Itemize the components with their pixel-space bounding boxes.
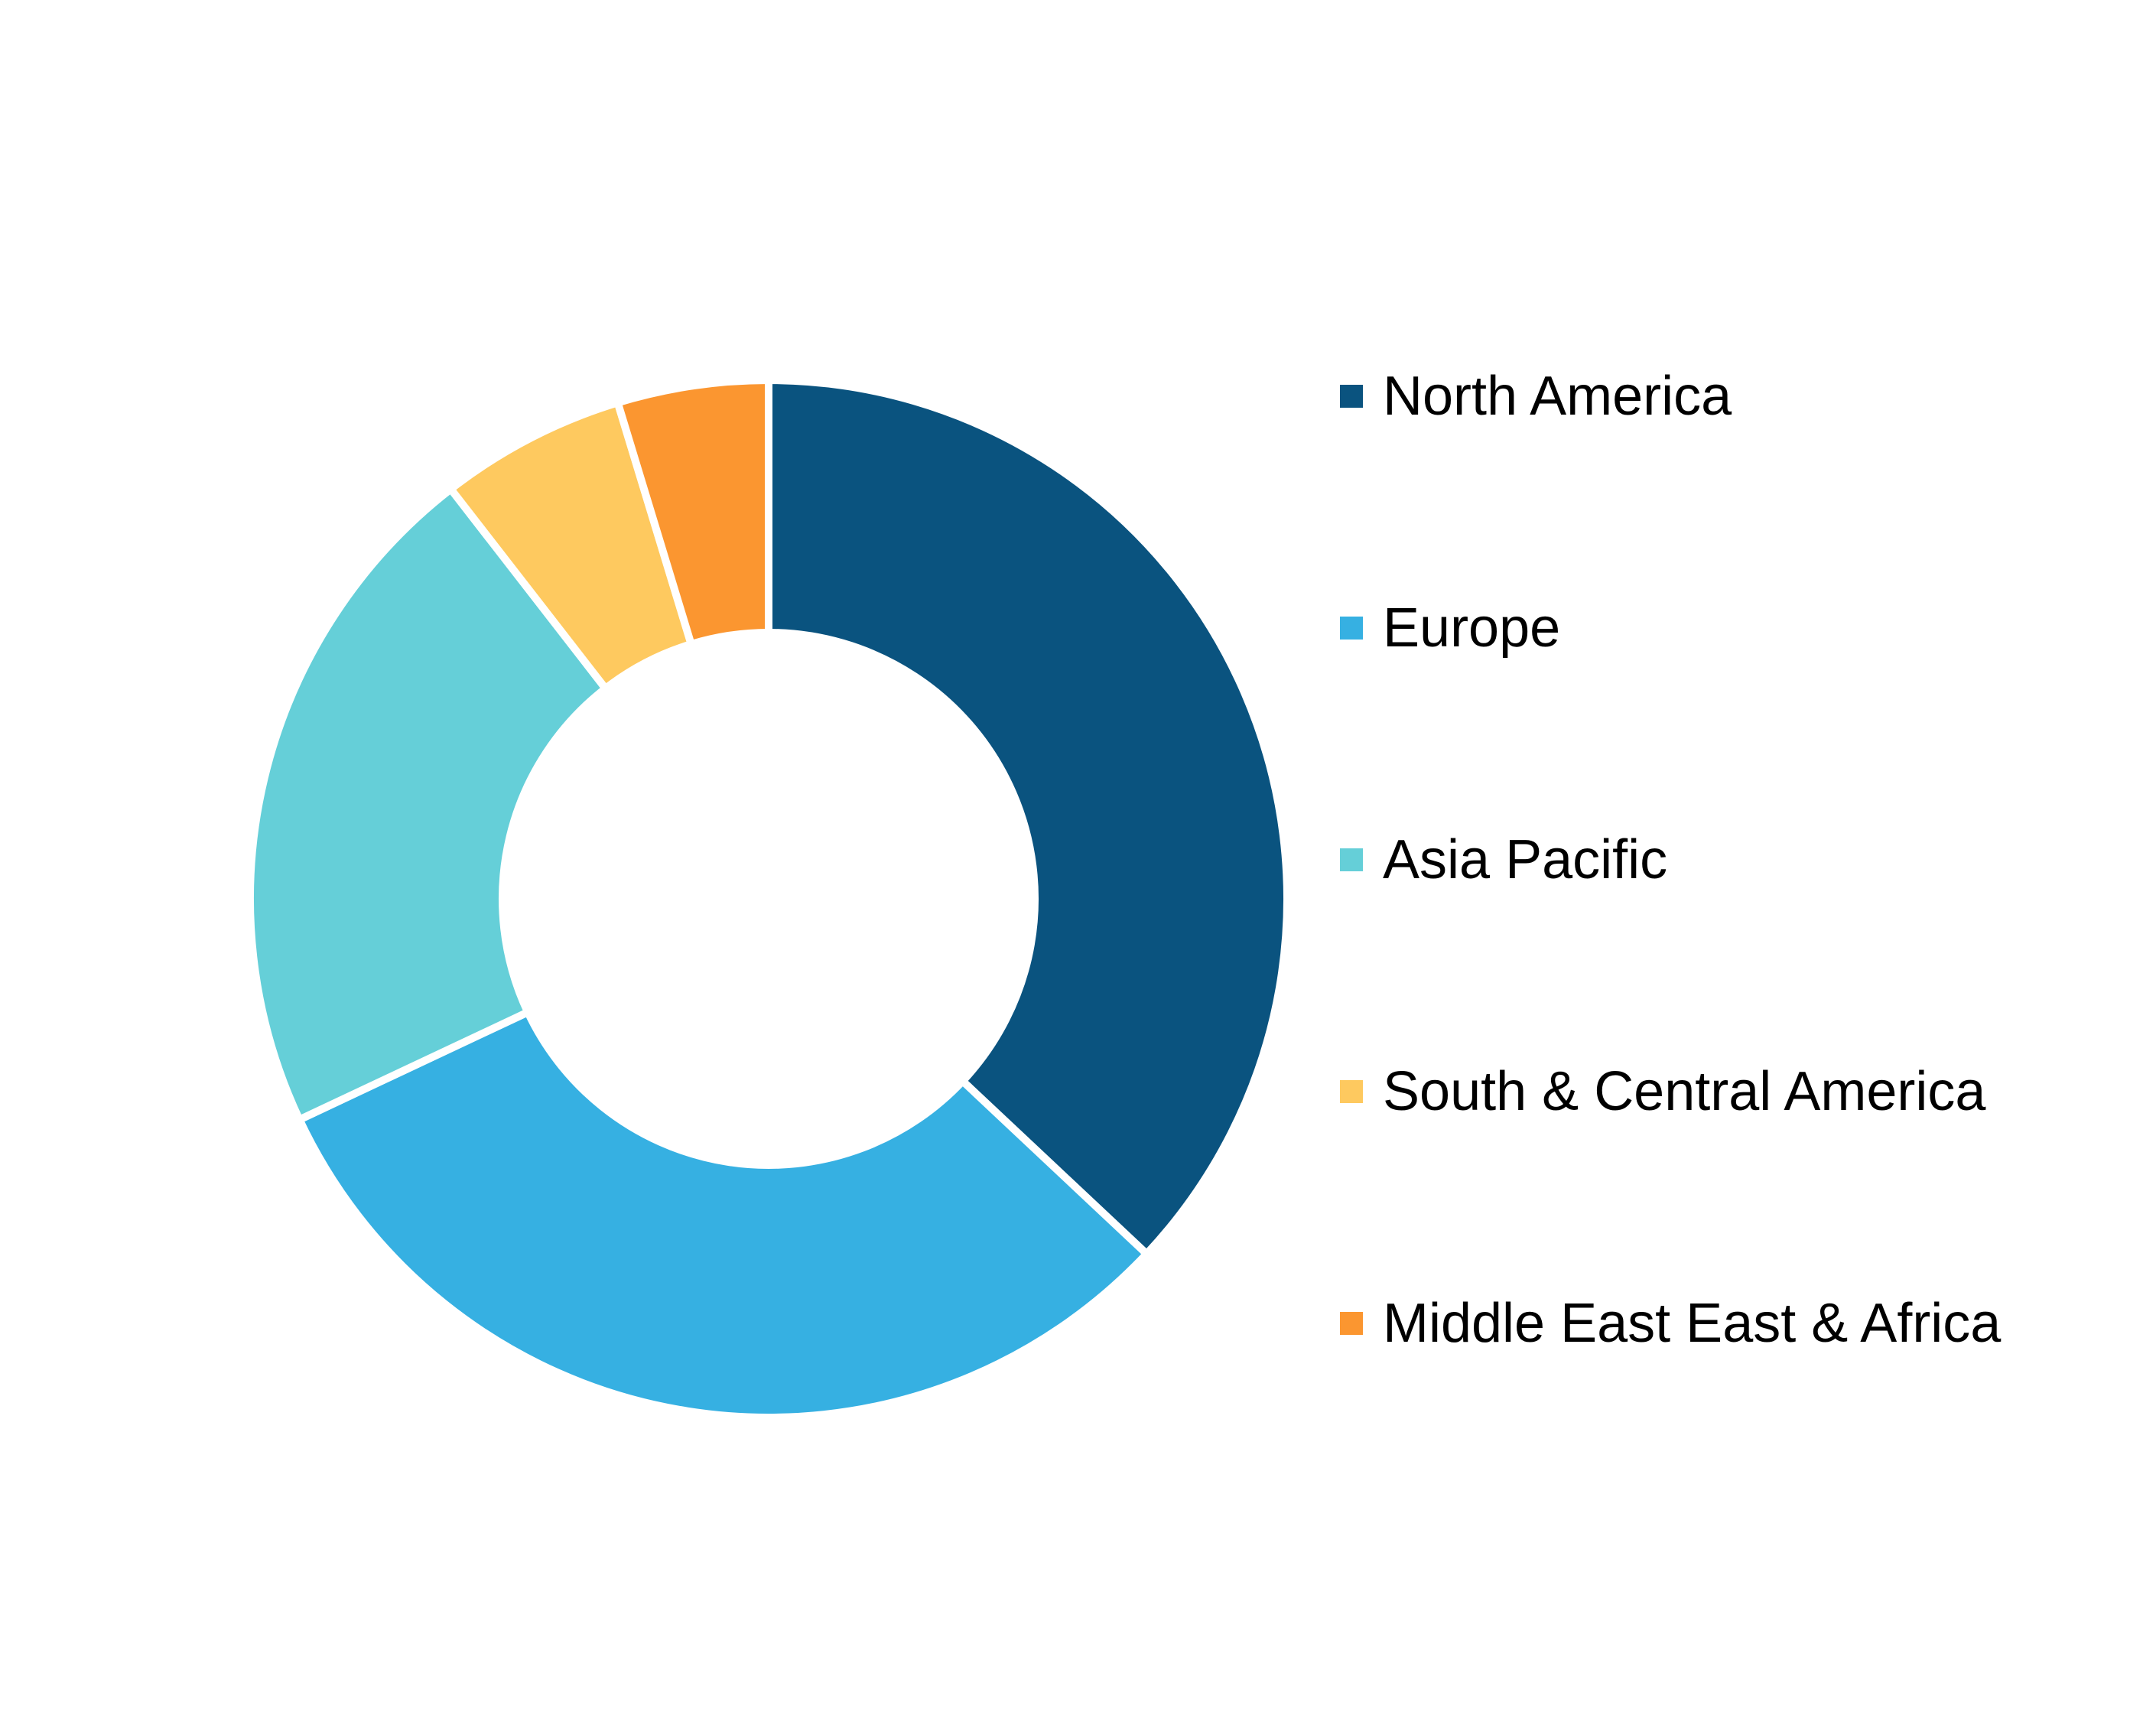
legend-label-north-america: North America bbox=[1383, 366, 1732, 427]
legend: North America Europe Asia Pacific South … bbox=[1340, 366, 2135, 1525]
donut-slice-europe bbox=[294, 1007, 1153, 1421]
donut-slice-asia-pacific bbox=[246, 483, 611, 1125]
donut-slice-north-america bbox=[765, 376, 1291, 1260]
legend-item-north-america: North America bbox=[1340, 366, 2135, 427]
legend-item-middle-east-africa: Middle East East & Africa bbox=[1340, 1293, 2135, 1354]
legend-label-middle-east-africa: Middle East East & Africa bbox=[1383, 1293, 2002, 1354]
legend-item-asia-pacific: Asia Pacific bbox=[1340, 829, 2135, 890]
legend-item-europe: Europe bbox=[1340, 597, 2135, 659]
donut-slice-middle-east-east-africa bbox=[613, 376, 772, 649]
legend-item-south-central-america: South & Central America bbox=[1340, 1061, 2135, 1122]
legend-label-asia-pacific: Asia Pacific bbox=[1383, 829, 1668, 890]
donut-slices bbox=[246, 376, 1291, 1421]
legend-swatch-middle-east-africa bbox=[1340, 1312, 1363, 1335]
legend-swatch-south-central-america bbox=[1340, 1080, 1363, 1103]
legend-label-europe: Europe bbox=[1383, 597, 1561, 659]
legend-swatch-north-america bbox=[1340, 385, 1363, 408]
legend-label-south-central-america: South & Central America bbox=[1383, 1061, 1986, 1122]
legend-swatch-asia-pacific bbox=[1340, 848, 1363, 871]
legend-swatch-europe bbox=[1340, 617, 1363, 640]
